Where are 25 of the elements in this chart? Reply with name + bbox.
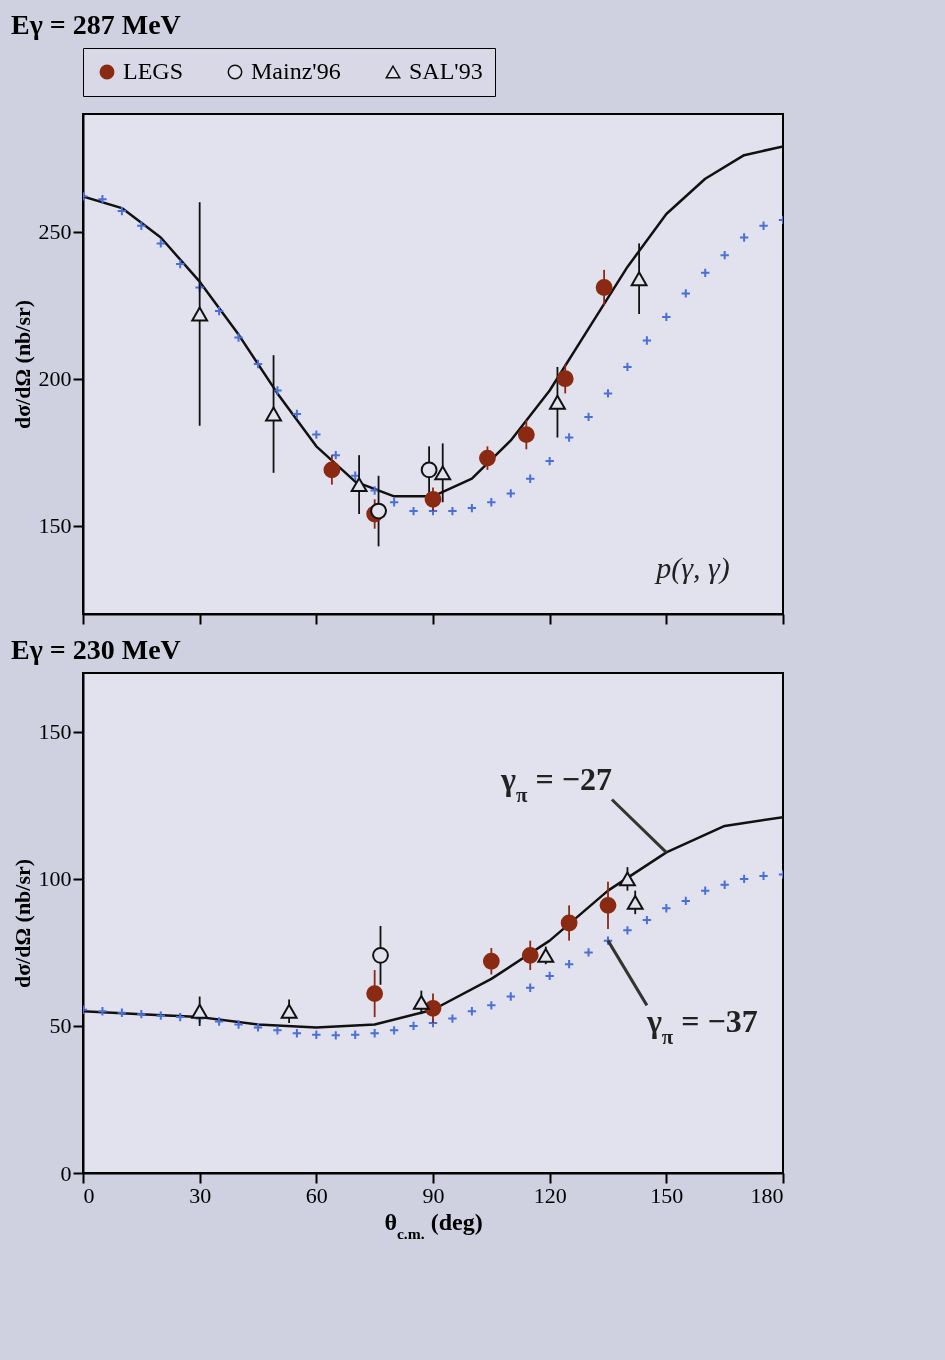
x-tick-label: 0 — [83, 1182, 95, 1208]
x-tick-label: 90 — [422, 1182, 445, 1208]
y-tick-label: 100 — [38, 866, 72, 892]
x-tick-label: 30 — [189, 1182, 212, 1208]
legend-label: SAL'93 — [409, 58, 483, 84]
y-tick-label: 250 — [38, 219, 72, 245]
y-tick-label: 150 — [38, 513, 72, 539]
y-tick-label: 50 — [49, 1013, 72, 1039]
x-tick-label: 120 — [533, 1182, 567, 1208]
legend-label: LEGS — [123, 58, 183, 84]
y-axis-title: dσ/dΩ (nb/sr) — [9, 299, 35, 430]
x-tick-label: 180 — [750, 1182, 784, 1208]
chart-title: Eγ = 230 MeV — [11, 634, 181, 665]
y-tick-label: 200 — [38, 366, 72, 392]
annotation: p(γ, γ) — [654, 551, 730, 585]
x-axis-title: θ$_{c.m.}$ (deg) — [384, 1208, 483, 1241]
chart-title: Eγ = 287 MeV — [11, 8, 181, 40]
x-tick-label: 150 — [650, 1182, 684, 1208]
annotation: γ$_{π}$ = −27 — [500, 761, 612, 806]
annotation: γ$_{π}$ = −37 — [645, 1003, 758, 1048]
legend-label: Mainz'96 — [251, 58, 341, 84]
y-axis-title: dσ/dΩ (nb/sr) — [9, 858, 35, 989]
x-tick-label: 60 — [305, 1182, 328, 1208]
y-tick-label: 150 — [38, 719, 72, 745]
y-tick-label: 0 — [60, 1160, 72, 1186]
